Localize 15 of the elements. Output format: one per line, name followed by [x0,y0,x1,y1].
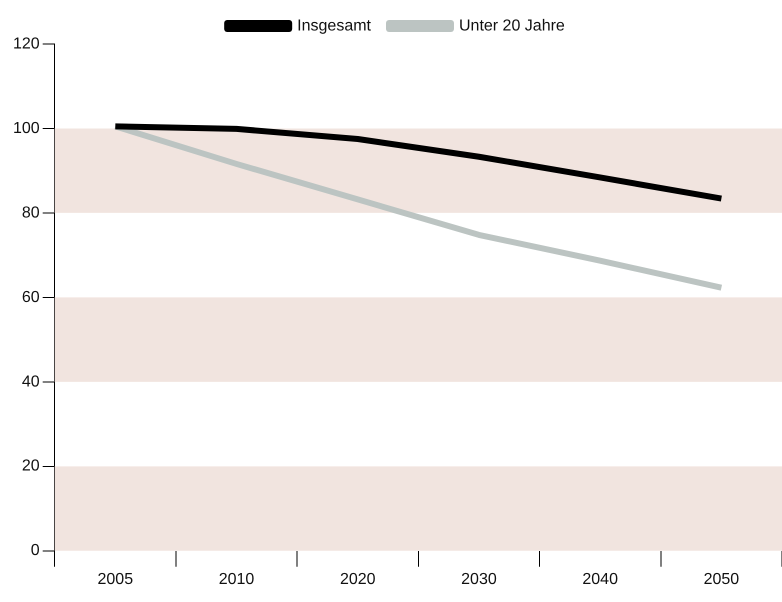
y-tick-label: 120 [12,35,40,52]
legend-label: Insgesamt [297,17,372,34]
y-tick-label: 80 [22,204,40,222]
x-tick-label: 2010 [218,570,254,588]
x-tick-label: 2005 [98,570,134,588]
y-tick-label: 60 [22,288,40,306]
x-tick-label: 2020 [340,570,376,588]
y-tick-label: 0 [30,542,40,560]
y-tick-label: 40 [22,373,40,390]
x-tick-label: 2040 [582,570,618,588]
y-tick-label: 20 [22,458,40,475]
y-tick-label: 100 [12,120,40,137]
x-tick-label: 2050 [704,570,740,588]
x-tick-label: 2030 [461,570,497,588]
legend-label: Unter 20 Jahre [458,17,565,34]
